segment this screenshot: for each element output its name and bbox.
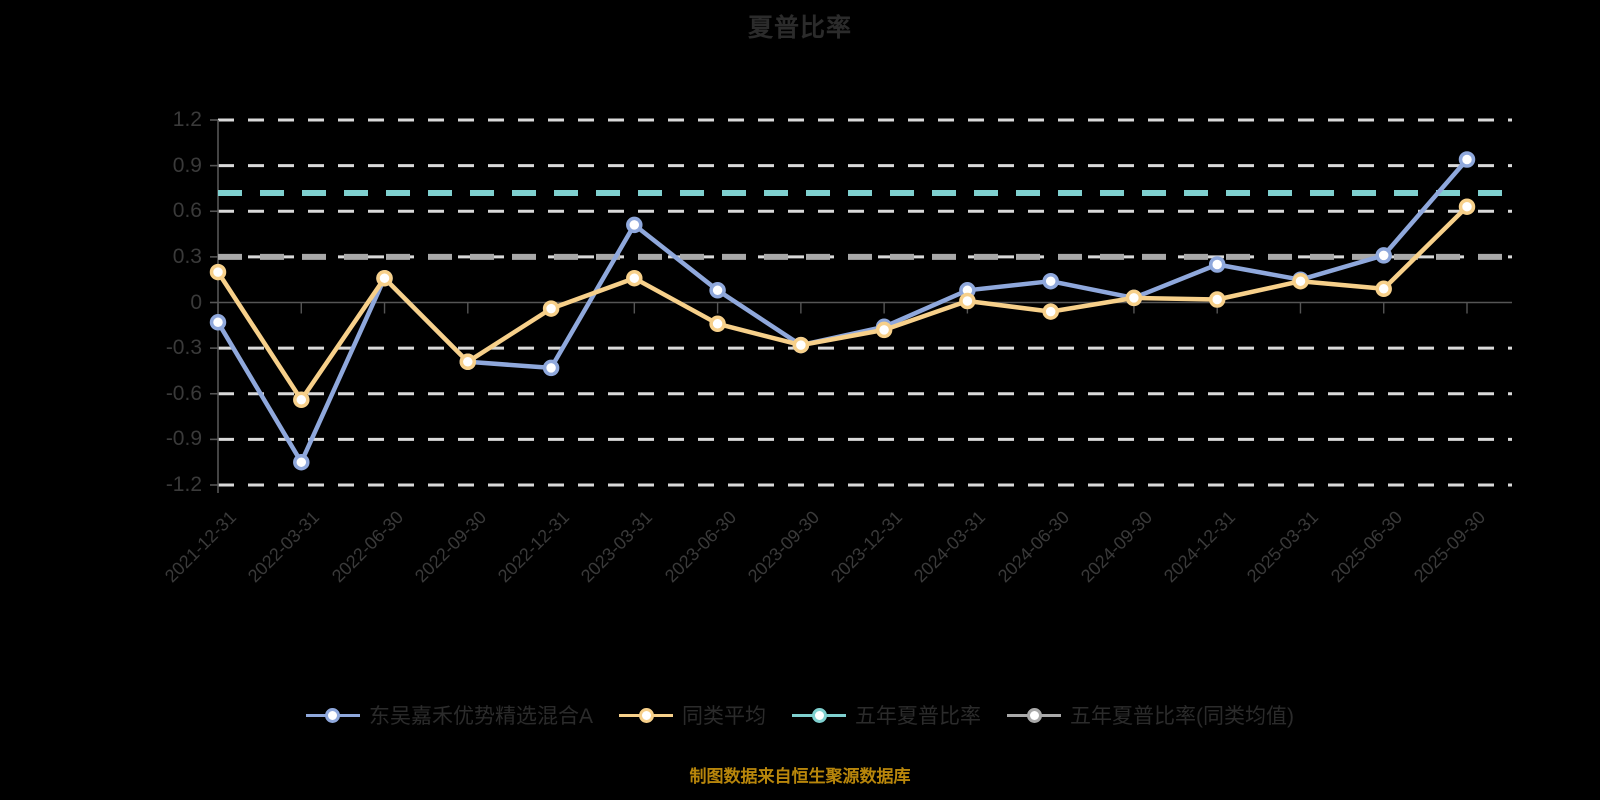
y-axis-tick-label: 1.2 <box>172 108 202 131</box>
page-title: 夏普比率 <box>747 14 852 42</box>
legend-item[interactable]: 东吴嘉禾优势精选混合A <box>305 700 593 730</box>
footer-note: 制图数据来自恒生聚源数据库 <box>689 767 911 786</box>
x-axis-tick-label: 2022-12-31 <box>493 507 574 587</box>
data-point-marker[interactable] <box>542 300 560 317</box>
series-line <box>215 204 1470 403</box>
legend-item-label: 同类平均 <box>682 705 766 728</box>
data-point-marker[interactable] <box>293 391 310 409</box>
data-point-marker[interactable] <box>293 453 310 471</box>
legend-swatch-icon <box>1007 707 1061 723</box>
legend-swatch-icon <box>792 707 846 723</box>
x-axis-tick-label: 2025-03-31 <box>1243 507 1323 587</box>
x-axis-tick-label: 2024-03-31 <box>910 507 990 587</box>
data-point-marker[interactable] <box>1042 272 1059 290</box>
x-axis-tick-label: 2024-06-30 <box>993 507 1073 587</box>
y-axis-tick-label: -1.2 <box>165 473 202 496</box>
legend-item-label: 五年夏普比率(同类均值) <box>1070 705 1294 728</box>
legend-item-label: 东吴嘉禾优势精选混合A <box>368 705 593 728</box>
data-point-marker[interactable] <box>1292 272 1309 290</box>
legend-marker-icon <box>325 707 341 723</box>
legend-item[interactable]: 五年夏普比率(同类均值) <box>1007 700 1294 730</box>
data-point-marker[interactable] <box>709 315 726 333</box>
x-axis-tick-label: 2024-09-30 <box>1076 507 1157 587</box>
data-point-marker[interactable] <box>1125 289 1143 307</box>
x-axis-tick-label: 2024-12-31 <box>1160 507 1240 587</box>
data-point-marker[interactable] <box>209 314 227 331</box>
y-axis-tick-label: 0.6 <box>172 199 202 223</box>
data-series <box>209 198 1476 409</box>
data-point-marker[interactable] <box>1042 303 1059 320</box>
y-axis-tick-label: -0.6 <box>165 381 202 405</box>
x-axis-tick-label: 2025-06-30 <box>1326 507 1406 587</box>
legend-swatch-icon <box>619 707 673 723</box>
x-axis-tick-label: 2023-06-30 <box>660 507 740 587</box>
data-point-marker[interactable] <box>792 336 810 354</box>
legend-marker-icon <box>811 707 827 723</box>
data-point-marker[interactable] <box>1375 247 1392 264</box>
data-point-marker[interactable] <box>1208 256 1226 273</box>
x-axis-tick-label: 2023-03-31 <box>577 507 657 587</box>
data-point-marker[interactable] <box>959 292 976 310</box>
y-axis-tick-label: -0.9 <box>165 427 202 451</box>
y-axis-tick-label: 0 <box>190 290 202 314</box>
data-point-marker[interactable] <box>1458 151 1476 168</box>
data-point-marker[interactable] <box>1208 291 1226 308</box>
x-axis-tick-label: 2022-06-30 <box>327 507 407 587</box>
x-axis-tick-label: 2025-09-30 <box>1409 507 1490 587</box>
y-axis-tick-label: 0.3 <box>172 244 202 268</box>
chart-legend: 东吴嘉禾优势精选混合A 同类平均 五年夏普比率 五年夏普比率(同类均值) <box>0 700 1600 730</box>
x-axis-tick-label: 2023-09-30 <box>743 507 824 587</box>
y-axis-tick-label: 0.9 <box>172 153 202 177</box>
x-axis-tick-label: 2022-03-31 <box>244 507 324 587</box>
x-axis-tick-label: 2022-09-30 <box>410 507 490 587</box>
data-point-marker[interactable] <box>1375 280 1392 298</box>
legend-item[interactable]: 同类平均 <box>619 700 766 730</box>
y-axis-tick-label: -0.3 <box>165 336 202 360</box>
data-point-marker[interactable] <box>626 269 643 287</box>
data-point-marker[interactable] <box>542 359 560 377</box>
data-point-marker[interactable] <box>626 216 643 234</box>
legend-marker-icon <box>1026 707 1042 723</box>
data-point-marker[interactable] <box>1458 198 1476 215</box>
legend-item[interactable]: 五年夏普比率 <box>792 700 981 730</box>
legend-swatch-icon <box>305 707 360 723</box>
data-point-marker[interactable] <box>209 263 227 281</box>
legend-item-label: 五年夏普比率 <box>855 705 981 728</box>
data-point-marker[interactable] <box>459 353 477 371</box>
data-point-marker[interactable] <box>376 269 393 287</box>
data-point-marker[interactable] <box>709 282 726 299</box>
legend-marker-icon <box>638 707 654 723</box>
data-point-marker[interactable] <box>875 321 893 339</box>
x-axis-tick-label: 2021-12-31 <box>160 507 241 587</box>
x-axis-tick-label: 2023-12-31 <box>827 507 907 587</box>
